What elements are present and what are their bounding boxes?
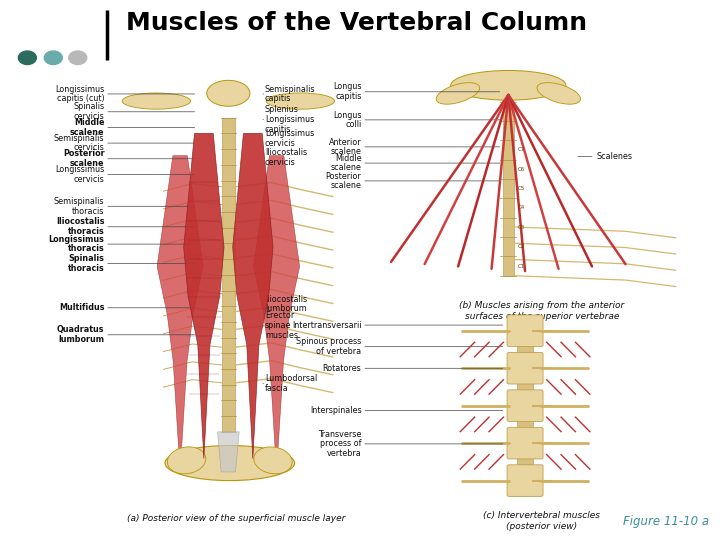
Text: Figure 11-10 a: Figure 11-10 a [623, 515, 709, 528]
Ellipse shape [165, 446, 294, 481]
Text: (a) Posterior view of the superficial muscle layer: (a) Posterior view of the superficial mu… [127, 514, 345, 523]
Text: Semispinalis
capitis: Semispinalis capitis [265, 85, 315, 103]
Polygon shape [184, 133, 224, 458]
Text: Semispinalis
cervicis: Semispinalis cervicis [54, 134, 104, 152]
Text: Semispinalis
thoracis: Semispinalis thoracis [54, 197, 104, 215]
Circle shape [69, 51, 87, 64]
FancyBboxPatch shape [507, 353, 543, 384]
Text: (b) Muscles arising from the anterior
surfaces of the superior vertebrae: (b) Muscles arising from the anterior su… [459, 301, 624, 321]
Text: Middle
scalene: Middle scalene [330, 154, 361, 172]
Text: Rotatores: Rotatores [323, 364, 361, 373]
Text: C7: C7 [518, 147, 525, 152]
Text: Iliocostalis
lumborum: Iliocostalis lumborum [265, 295, 307, 313]
FancyBboxPatch shape [507, 465, 543, 496]
FancyBboxPatch shape [507, 427, 543, 459]
Text: Scalenes: Scalenes [596, 152, 632, 161]
Ellipse shape [537, 83, 580, 104]
Text: Transverse
process of
vertebra: Transverse process of vertebra [318, 430, 361, 458]
Circle shape [19, 51, 36, 64]
Ellipse shape [253, 447, 292, 474]
Text: Multifidus: Multifidus [59, 303, 104, 312]
Text: Intertransversarii: Intertransversarii [292, 321, 361, 329]
Text: C3: C3 [518, 225, 525, 230]
Text: Longissimus
cervicis
Iliocostalis
cervicis: Longissimus cervicis Iliocostalis cervic… [265, 129, 314, 167]
Polygon shape [217, 432, 239, 472]
Text: C4: C4 [518, 206, 525, 211]
Text: C6: C6 [518, 167, 525, 172]
Ellipse shape [167, 447, 206, 474]
Bar [517, 316, 533, 495]
Text: Lumbodorsal
fascia: Lumbodorsal fascia [265, 374, 318, 393]
FancyBboxPatch shape [507, 390, 543, 421]
Ellipse shape [451, 70, 566, 100]
Bar [503, 102, 514, 276]
Text: Longus
capitis: Longus capitis [333, 83, 361, 101]
Polygon shape [253, 156, 300, 472]
Polygon shape [233, 133, 273, 458]
Ellipse shape [207, 80, 250, 106]
FancyBboxPatch shape [507, 315, 543, 347]
Circle shape [44, 51, 63, 64]
Text: Interspinales: Interspinales [310, 406, 361, 415]
Text: Posterior
scalene: Posterior scalene [325, 172, 361, 190]
Text: Spinalis
cervicis: Spinalis cervicis [73, 103, 104, 121]
Ellipse shape [436, 83, 480, 104]
Text: C5: C5 [518, 186, 525, 191]
Text: Quadratus
lumborum: Quadratus lumborum [57, 326, 104, 344]
Text: C2: C2 [518, 244, 525, 249]
Text: Spinous process
of vertebra: Spinous process of vertebra [296, 338, 361, 356]
Text: (c) Intervertebral muscles
(posterior view): (c) Intervertebral muscles (posterior vi… [483, 511, 600, 531]
Text: Muscles of the Vertebral Column: Muscles of the Vertebral Column [126, 11, 587, 35]
Text: Spinalis
thoracis: Spinalis thoracis [68, 254, 104, 273]
Text: Longissimus
thoracis: Longissimus thoracis [48, 235, 104, 253]
Text: Longus
colli: Longus colli [333, 111, 361, 129]
Ellipse shape [122, 93, 191, 109]
Text: Splenius
Longissimus
capitis: Splenius Longissimus capitis [265, 105, 314, 133]
Text: Longissimus
cervicis: Longissimus cervicis [55, 165, 104, 184]
Bar [222, 118, 235, 432]
Text: Middle
scalene: Middle scalene [70, 118, 104, 137]
Text: Anterior
scalene: Anterior scalene [329, 138, 361, 156]
Text: Erector
spinae
muscles: Erector spinae muscles [265, 312, 298, 340]
Text: Iliocostalis
thoracis: Iliocostalis thoracis [56, 218, 104, 236]
Text: Posterior
scalene: Posterior scalene [63, 150, 104, 168]
Ellipse shape [266, 93, 335, 109]
Text: Longissimus
capitis (cut): Longissimus capitis (cut) [55, 85, 104, 103]
Polygon shape [157, 156, 203, 472]
Text: C1: C1 [518, 264, 525, 268]
